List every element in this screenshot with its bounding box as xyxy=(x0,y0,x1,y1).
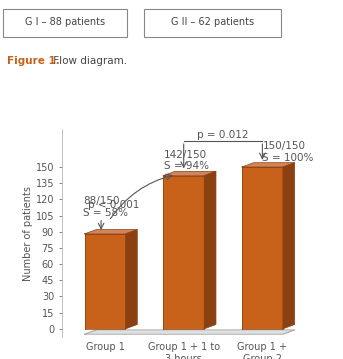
Polygon shape xyxy=(85,229,137,234)
Text: p < 0.001: p < 0.001 xyxy=(88,200,139,210)
FancyBboxPatch shape xyxy=(144,9,281,37)
Text: p = 0.012: p = 0.012 xyxy=(197,130,249,140)
Polygon shape xyxy=(163,176,204,329)
Text: G II – 62 patients: G II – 62 patients xyxy=(171,17,254,27)
Text: 142/150
S = 94%: 142/150 S = 94% xyxy=(164,150,209,171)
Y-axis label: Number of patients: Number of patients xyxy=(23,186,33,281)
Polygon shape xyxy=(204,171,216,329)
Text: 88/150
S = 58%: 88/150 S = 58% xyxy=(83,196,128,218)
Polygon shape xyxy=(283,163,295,329)
Text: Figure 1.: Figure 1. xyxy=(7,56,60,66)
FancyBboxPatch shape xyxy=(3,9,127,37)
Polygon shape xyxy=(242,167,283,329)
Polygon shape xyxy=(85,330,295,334)
Text: G I – 88 patients: G I – 88 patients xyxy=(25,17,105,27)
Polygon shape xyxy=(163,171,216,176)
Polygon shape xyxy=(85,234,126,329)
Polygon shape xyxy=(126,229,137,329)
Text: 150/150
S = 100%: 150/150 S = 100% xyxy=(262,141,314,163)
Polygon shape xyxy=(242,163,295,167)
Text: Flow diagram.: Flow diagram. xyxy=(50,56,127,66)
